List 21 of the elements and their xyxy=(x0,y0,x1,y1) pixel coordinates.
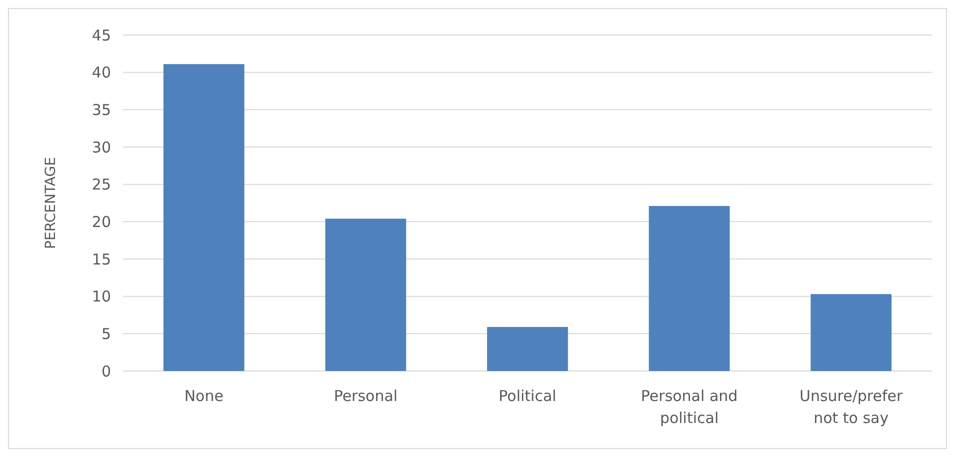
bar xyxy=(648,206,730,371)
y-tick-label: 20 xyxy=(92,212,111,231)
y-tick-label: 15 xyxy=(92,250,111,268)
x-tick-label: Personal xyxy=(334,387,398,405)
y-tick-label: 5 xyxy=(101,324,111,343)
y-tick-label: 35 xyxy=(92,100,111,119)
bar xyxy=(487,326,568,371)
y-tick-label: 0 xyxy=(101,362,111,380)
y-tick-label: 30 xyxy=(92,138,111,156)
bar xyxy=(325,218,406,371)
x-tick-label: Unsure/prefer not to say xyxy=(800,387,904,427)
y-tick-label: 25 xyxy=(92,176,111,194)
y-tick-label: 40 xyxy=(92,64,111,82)
y-tick-label: 45 xyxy=(92,26,111,44)
bar xyxy=(163,64,244,371)
x-tick-label: None xyxy=(184,387,224,405)
bar xyxy=(810,294,892,371)
y-axis-title: PERCENTAGE xyxy=(43,157,59,249)
y-tick-label: 10 xyxy=(92,288,111,306)
x-tick-label: Political xyxy=(498,387,556,405)
x-tick-label: Personal and political xyxy=(640,387,738,427)
